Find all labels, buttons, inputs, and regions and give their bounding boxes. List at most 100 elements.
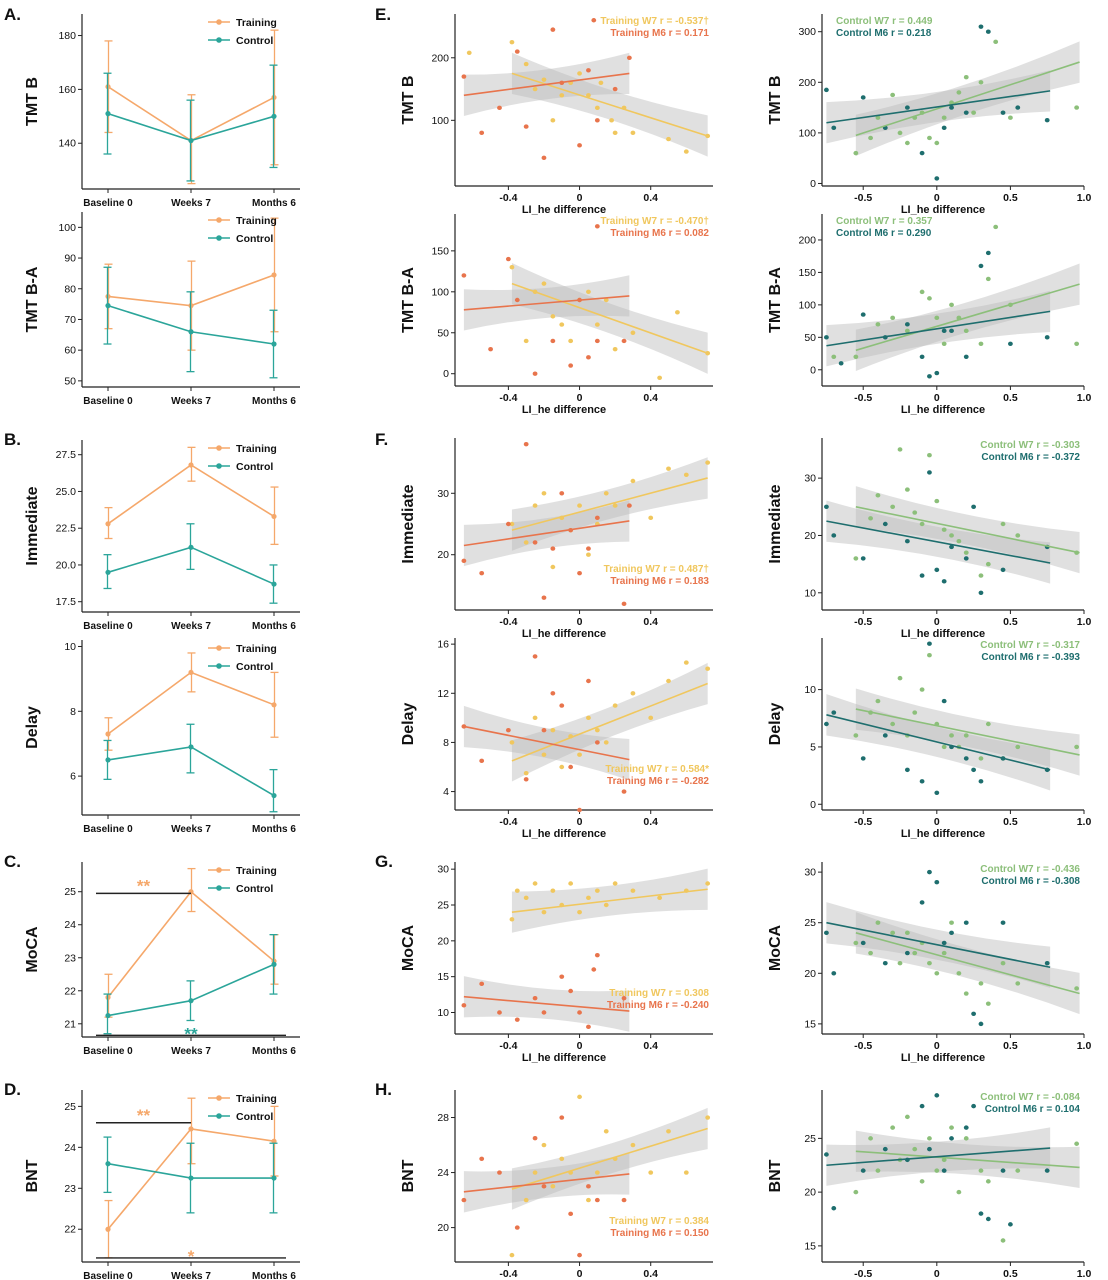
legend-swatch-dot	[216, 235, 222, 241]
scatter-point-control-w7	[897, 447, 903, 452]
scatter-point-control-m6	[949, 544, 954, 550]
scatter-point-training-w7	[523, 338, 529, 344]
scatter-point-training-w7	[675, 310, 680, 315]
scatter-point-training-w7	[509, 740, 515, 745]
scatter-point-control-w7	[927, 296, 932, 301]
scatter-point-training-m6	[594, 740, 600, 745]
scatter-point-control-w7	[904, 328, 910, 334]
y-axis-label: Immediate	[767, 484, 784, 563]
scatter-point-training-w7	[630, 130, 636, 136]
scatter-point-control-w7	[927, 653, 932, 658]
x-tick-label: Months 6	[252, 198, 296, 209]
scatter-point-training-w7	[705, 881, 711, 886]
scatter-point-control-w7	[978, 80, 984, 85]
scatter-point-training-m6	[568, 363, 574, 368]
x-tick-label: 0.5	[1003, 192, 1018, 204]
y-tick-label: 24	[64, 1142, 76, 1154]
scatter-point-control-w7	[1074, 105, 1080, 110]
line-chart-b2: 6 8 10 Baseline 0 Weeks 7 Months 6 Delay Traini…	[24, 640, 300, 835]
scatter-point-control-w7	[949, 533, 954, 538]
scatter-point-training-w7	[603, 1129, 609, 1134]
data-point-control	[188, 137, 194, 144]
y-tick-label: 22	[64, 1224, 76, 1236]
scatter-point-training-m6	[586, 1024, 591, 1030]
y-tick-label: 25.0	[56, 486, 77, 498]
data-point-training	[105, 731, 111, 737]
data-point-control	[271, 581, 277, 587]
scatter-point-control-m6	[949, 1136, 954, 1141]
scatter-point-training-w7	[705, 1115, 711, 1120]
scatter-point-control-m6	[904, 950, 910, 956]
scatter-point-training-m6	[594, 224, 600, 229]
scatter-point-control-m6	[1044, 335, 1050, 340]
scatter-point-control-m6	[860, 312, 866, 317]
scatter-point-control-w7	[941, 527, 947, 532]
scatter-point-training-w7	[705, 460, 711, 465]
scatter-point-training-w7	[559, 764, 565, 770]
scatter-point-training-w7	[603, 491, 609, 496]
scatter-point-training-m6	[541, 1184, 547, 1189]
data-point-training	[271, 702, 277, 708]
scatter-point-training-w7	[586, 895, 591, 901]
y-tick-label: 200	[431, 52, 449, 64]
scatter-point-control-w7	[1015, 533, 1021, 538]
scatter-point-control-m6	[882, 733, 888, 738]
scatter-point-control-w7	[971, 110, 977, 115]
scatter-point-training-w7	[603, 297, 609, 303]
scatter-point-control-m6	[978, 779, 984, 784]
scatter-point-training-w7	[666, 678, 671, 684]
data-point-control	[188, 544, 194, 550]
scatter-point-control-w7	[963, 328, 969, 334]
scatter-point-control-w7	[875, 920, 881, 925]
x-tick-label: Baseline 0	[83, 824, 133, 835]
y-tick-label: 6	[70, 771, 76, 783]
scatter-point-training-m6	[523, 777, 529, 782]
y-tick-label: 100	[798, 127, 816, 139]
correlation-label: Control M6 r = 0.290	[836, 228, 932, 239]
y-tick-label: 80	[64, 283, 76, 295]
scatter-point-training-m6	[594, 338, 600, 344]
scatter-point-training-w7	[532, 1170, 538, 1175]
correlation-label: Control W7 r = -0.303	[980, 440, 1080, 451]
scatter-point-control-w7	[1015, 981, 1021, 986]
correlation-label: Training M6 r = 0.082	[610, 228, 709, 239]
scatter-point-training-m6	[505, 727, 511, 733]
scatter-point-control-m6	[904, 539, 910, 544]
x-tick-label: Weeks 7	[171, 1271, 211, 1280]
y-tick-label: 22	[64, 985, 76, 997]
scatter-point-training-w7	[541, 909, 547, 915]
x-tick-label: Weeks 7	[171, 621, 211, 632]
scatter-point-training-w7	[594, 888, 600, 893]
scatter-point-training-w7	[509, 521, 515, 527]
scatter-point-training-m6	[586, 355, 591, 360]
scatter-point-training-m6	[626, 55, 632, 60]
scatter-point-training-w7	[666, 466, 671, 471]
scatter-point-control-m6	[831, 710, 837, 715]
x-tick-label: Baseline 0	[83, 1046, 133, 1057]
scatter-point-control-m6	[971, 504, 977, 509]
scatter-point-control-w7	[868, 135, 873, 141]
scatter-point-control-w7	[978, 1168, 984, 1173]
scatter-chart-f-control-2: 0 5 10 -0.5 0 0.5 1.0 LI_he difference Delay Cont…	[767, 638, 1091, 840]
scatter-point-control-w7	[985, 721, 991, 727]
scatter-point-control-w7	[1000, 960, 1006, 966]
scatter-point-control-w7	[949, 733, 954, 738]
scatter-point-training-m6	[559, 491, 565, 496]
x-tick-label: 1.0	[1077, 1268, 1092, 1280]
scatter-point-control-w7	[853, 940, 859, 946]
scatter-point-training-w7	[514, 888, 520, 893]
panel-letter-f: F.	[375, 430, 388, 449]
scatter-point-control-m6	[934, 567, 940, 573]
y-tick-label: 30	[804, 867, 816, 879]
scatter-point-training-m6	[621, 789, 627, 794]
x-tick-label: -0.4	[499, 192, 517, 204]
scatter-point-training-m6	[505, 256, 511, 262]
scatter-point-training-w7	[532, 86, 538, 92]
scatter-point-training-m6	[479, 130, 485, 136]
scatter-point-training-w7	[466, 50, 472, 55]
y-tick-label: 20	[437, 549, 449, 561]
x-tick-label: 0	[577, 192, 583, 204]
scatter-point-control-m6	[919, 779, 925, 784]
data-point-control	[105, 569, 111, 575]
scatter-point-control-m6	[919, 150, 925, 156]
